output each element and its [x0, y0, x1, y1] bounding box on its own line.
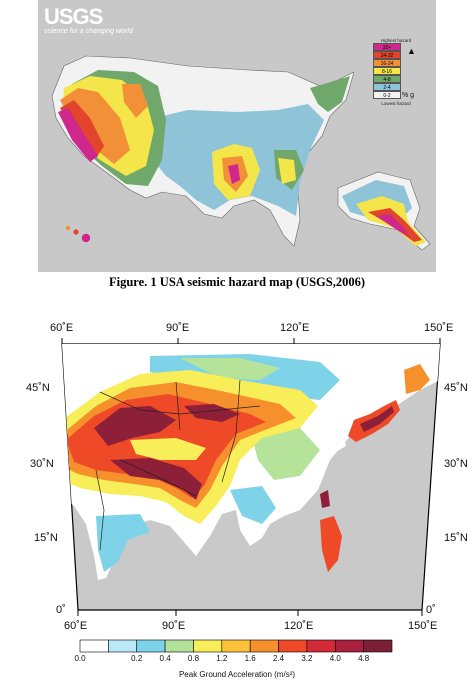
us-zone-16-24-wasatch — [122, 84, 148, 118]
pga-zone-darkred-mongolia — [184, 404, 240, 422]
bottom-lon-label-60: 60˚E — [64, 620, 88, 632]
usgs-legend-top-label: Highest hazard — [380, 38, 412, 43]
up-arrow-icon: ▲ — [407, 46, 416, 56]
colorbar-swatch — [249, 639, 279, 653]
left-lat-label-45: 45˚N — [26, 382, 50, 394]
usgs-legend: Highest hazard 32+ 24-32 16-24 8-16 4-8 2-4 0-… — [371, 38, 421, 106]
hawaii-island-1 — [65, 225, 71, 231]
usgs-legend-classes: 32+ 24-32 16-24 8-16 4-8 2-4 0-2 — [371, 43, 421, 99]
usgs-logo: USGS science for a changing world — [40, 4, 150, 38]
usa-hazard-map — [51, 55, 431, 251]
right-lat-label-0: 0˚ — [426, 604, 436, 616]
left-lat-label-15: 15˚N — [34, 532, 58, 544]
pga-zone-green-north — [180, 358, 280, 380]
us-zone-32-plus-california — [58, 108, 98, 162]
country-borders — [95, 379, 261, 551]
colorbar-tick-label: 1.6 — [244, 654, 256, 663]
pga-zone-taiwan — [320, 490, 330, 508]
colorbar-swatch — [278, 639, 308, 653]
top-lon-label-90: 90˚E — [166, 322, 190, 334]
usgs-legend-class: 0-2 — [373, 91, 401, 99]
usgs-legend-bottom-label: Lowest hazard — [381, 101, 411, 106]
usgs-legend-class: 8-16 — [373, 67, 401, 75]
usgs-legend-class: 32+ — [373, 43, 401, 51]
pga-zone-cyan-southeast — [230, 486, 276, 524]
pga-zone-kuril — [404, 364, 430, 394]
colorbar-tick-label: 0.8 — [187, 654, 200, 663]
asia-pga-map-panel: 60˚E 90˚E 120˚E 150˚E 60˚E 90˚E 120˚E 15… — [0, 310, 474, 683]
top-lon-label-150: 150˚E — [424, 322, 454, 334]
hawaii-island-2 — [73, 229, 79, 235]
colorbar-tick-label: 0.4 — [159, 654, 171, 663]
bottom-lon-label-150: 150˚E — [408, 620, 438, 632]
colorbar-swatch — [79, 639, 109, 653]
us-zone-32-plus-newmadrid — [228, 164, 240, 184]
right-lat-label-45: 45˚N — [444, 382, 468, 394]
colorbar-tick-label: 1.2 — [216, 654, 228, 663]
colorbar-swatch — [363, 639, 393, 653]
colorbar-tick-label: 0.0 — [74, 654, 86, 663]
colorbar-swatch — [306, 639, 336, 653]
usgs-legend-class: 2-4 — [373, 83, 401, 91]
alaska-zone-32-plus — [376, 214, 410, 236]
pga-zone-green-china — [250, 428, 320, 480]
hawaii-island-3 — [81, 233, 91, 243]
colorbar-swatch — [193, 639, 223, 653]
colorbar-tick-label: 3.2 — [301, 654, 313, 663]
pga-zone-darkred-himalaya — [110, 458, 202, 500]
colorbar-title: Peak Ground Acceleration (m/s²) — [178, 670, 296, 679]
pga-zone-tibet-yellow — [130, 438, 206, 460]
usgs-logo-word: USGS — [44, 4, 103, 29]
graticule-ticks — [61, 338, 441, 616]
colorbar-swatch — [334, 639, 364, 653]
colorbar-swatch — [136, 639, 166, 653]
colorbar-tick-label: 4.0 — [329, 654, 341, 663]
left-lat-label-30: 30˚N — [30, 458, 54, 470]
top-lon-label-60: 60˚E — [50, 322, 74, 334]
right-lat-label-30: 30˚N — [444, 458, 468, 470]
bottom-lon-label-120: 120˚E — [284, 620, 314, 632]
colorbar-swatch — [108, 639, 138, 653]
us-zone-8-16-charleston — [278, 158, 296, 184]
usgs-legend-class: 4-8 — [373, 75, 401, 83]
pga-zone-philippines — [320, 516, 342, 572]
usgs-legend-class: 24-32 — [373, 51, 401, 59]
colorbar-swatch — [221, 639, 251, 653]
colorbar — [79, 639, 393, 653]
pga-zone-cyan-india — [96, 514, 150, 572]
colorbar-swatch — [164, 639, 194, 653]
left-lat-label-0: 0˚ — [56, 604, 66, 616]
right-lat-label-15: 15˚N — [444, 532, 468, 544]
asia-pga-map — [61, 338, 441, 653]
figure-caption: Figure. 1 USA seismic hazard map (USGS,2… — [108, 275, 366, 289]
top-lon-label-120: 120˚E — [280, 322, 310, 334]
usgs-logo-tagline: science for a changing world — [44, 28, 133, 35]
colorbar-tick-label: 4.8 — [358, 654, 370, 663]
usgs-legend-unit: % g — [402, 92, 415, 99]
us-zone-4-8-northeast — [310, 76, 350, 112]
pga-zone-korea — [330, 424, 346, 452]
colorbar-tick-label: 0.2 — [131, 654, 143, 663]
usgs-legend-class: 16-24 — [373, 59, 401, 67]
bottom-lon-label-90: 90˚E — [162, 620, 186, 632]
pga-zone-japan-core — [360, 406, 394, 432]
usgs-hazard-map-panel: USGS science for a changing world Highes… — [38, 0, 436, 272]
pga-zone-darkred-tianshan — [94, 406, 176, 446]
colorbar-tick-label: 2.4 — [272, 654, 285, 663]
